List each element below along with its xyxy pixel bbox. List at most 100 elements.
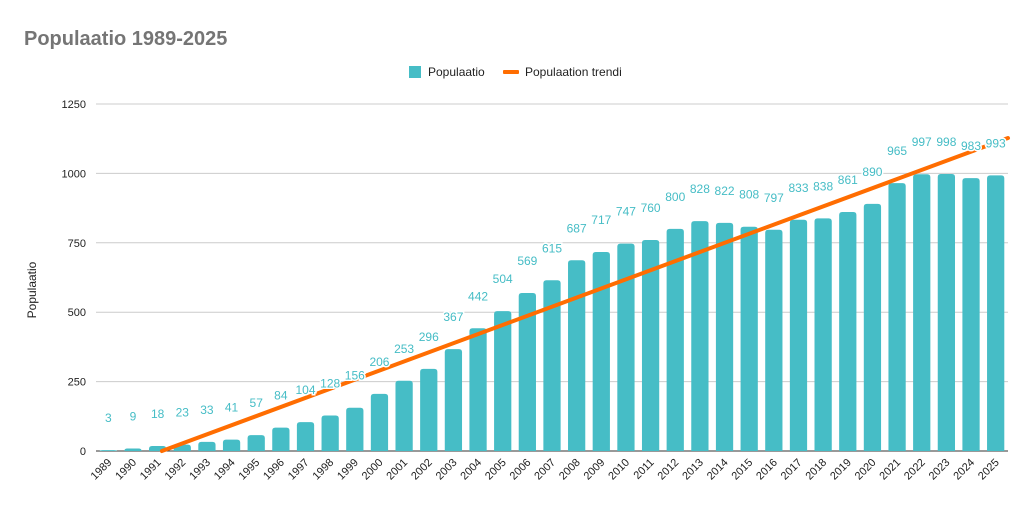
x-tick-label: 2006 xyxy=(508,457,534,483)
data-label: 33 xyxy=(200,403,214,417)
x-tick-label: 2007 xyxy=(532,457,558,483)
bar xyxy=(272,427,290,451)
y-tick-label: 0 xyxy=(80,446,86,458)
x-tick-label: 2020 xyxy=(853,457,879,483)
x-tick-label: 1993 xyxy=(187,457,213,483)
data-label: 760 xyxy=(641,201,661,215)
y-tick-label: 750 xyxy=(68,238,86,250)
data-label: 41 xyxy=(225,401,239,415)
bar xyxy=(222,439,241,451)
bar xyxy=(691,221,709,451)
data-label: 997 xyxy=(912,135,932,149)
bar xyxy=(444,349,463,451)
bar xyxy=(321,415,339,451)
x-tick-label: 2011 xyxy=(632,457,657,482)
x-tick-label: 2004 xyxy=(458,457,484,483)
data-label: 687 xyxy=(567,221,587,235)
y-tick-label: 1250 xyxy=(62,99,86,111)
x-tick-label: 2012 xyxy=(656,457,682,483)
data-label: 747 xyxy=(616,205,636,219)
x-tick-label: 2023 xyxy=(927,457,953,483)
x-tick-label: 1992 xyxy=(163,457,189,483)
chart-title: Populaatio 1989-2025 xyxy=(24,28,227,50)
data-label: 822 xyxy=(715,184,735,198)
bar xyxy=(370,393,389,451)
legend-label-trend: Populaation trendi xyxy=(525,65,622,79)
data-label: 23 xyxy=(176,406,190,420)
bar xyxy=(198,441,216,451)
data-label: 993 xyxy=(986,136,1006,150)
bar xyxy=(296,422,315,451)
data-label: 128 xyxy=(320,376,340,390)
bar xyxy=(247,435,265,451)
data-label: 983 xyxy=(961,139,981,153)
bar xyxy=(888,183,906,451)
bar xyxy=(740,226,758,451)
bar xyxy=(715,222,734,451)
data-label: 206 xyxy=(369,355,389,369)
data-label: 367 xyxy=(443,310,463,324)
data-label: 84 xyxy=(274,389,288,403)
x-tick-label: 2001 xyxy=(384,457,410,483)
bar xyxy=(568,260,586,451)
trendline xyxy=(159,136,1010,453)
data-label: 838 xyxy=(813,179,833,193)
x-tick-label: 2005 xyxy=(483,457,509,483)
bar xyxy=(765,229,783,451)
bar xyxy=(987,175,1005,451)
bar xyxy=(518,293,536,451)
bar xyxy=(420,368,438,451)
bar xyxy=(124,448,142,451)
data-label: 890 xyxy=(862,165,882,179)
x-tick-label: 2000 xyxy=(360,457,386,483)
x-tick-label: 2009 xyxy=(582,457,608,483)
x-tick-label: 1991 xyxy=(138,457,164,483)
x-tick-label: 1994 xyxy=(212,457,238,483)
bar xyxy=(962,178,980,451)
x-tick-label: 1997 xyxy=(286,457,312,483)
data-label: 808 xyxy=(739,188,759,202)
x-tick-label: 2021 xyxy=(877,457,903,483)
data-label: 797 xyxy=(764,191,784,205)
data-label: 18 xyxy=(151,407,165,421)
bar xyxy=(469,328,487,451)
data-label: 156 xyxy=(345,369,365,383)
x-tick-label: 2013 xyxy=(680,457,706,483)
bar xyxy=(543,280,561,451)
x-tick-label: 1995 xyxy=(237,457,263,483)
bar xyxy=(592,251,610,451)
x-tick-label: 1998 xyxy=(310,457,336,483)
data-label: 965 xyxy=(887,144,907,158)
data-label: 504 xyxy=(493,272,513,286)
bar xyxy=(494,311,512,451)
x-tick-label: 2016 xyxy=(754,457,780,483)
x-tick-label: 1996 xyxy=(261,457,287,483)
legend: Populaatio Populaation trendi xyxy=(409,65,622,79)
bar xyxy=(863,203,882,451)
x-tick-label: 2010 xyxy=(606,457,632,483)
x-tick-label: 2017 xyxy=(779,457,805,483)
data-label: 861 xyxy=(838,173,858,187)
x-tick-label: 2003 xyxy=(434,457,460,483)
data-label: 717 xyxy=(591,213,611,227)
bar xyxy=(789,219,808,451)
bar xyxy=(913,174,931,452)
bar xyxy=(395,380,413,451)
data-label: 296 xyxy=(419,330,439,344)
y-tick-label: 500 xyxy=(68,307,86,319)
legend-swatch-bar xyxy=(409,66,421,78)
bar xyxy=(839,211,857,451)
x-tick-label: 2022 xyxy=(902,457,928,483)
x-tick-label: 1990 xyxy=(113,457,139,483)
y-tick-label: 250 xyxy=(68,377,86,389)
legend-label-bar: Populaatio xyxy=(428,65,485,79)
x-tick-label: 2019 xyxy=(828,457,854,483)
x-tick-label: 1989 xyxy=(89,457,115,483)
data-label: 828 xyxy=(690,182,710,196)
bar xyxy=(814,218,832,451)
data-label: 800 xyxy=(665,190,685,204)
data-label: 833 xyxy=(788,181,808,195)
legend-swatch-trend xyxy=(503,70,519,74)
data-label: 9 xyxy=(130,410,137,424)
